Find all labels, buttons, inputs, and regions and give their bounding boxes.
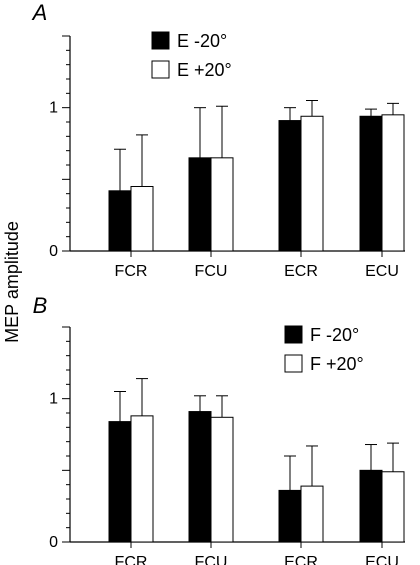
panel-a: A 0 1 FCR FCU ECR ECU E -20° E +20° <box>31 0 405 280</box>
panel-label: A <box>31 0 48 25</box>
x-tick-label: ECU <box>365 263 399 280</box>
bar <box>130 415 154 543</box>
bar <box>210 416 234 543</box>
x-tick-label: ECR <box>284 554 318 565</box>
legend-swatch <box>151 31 170 50</box>
bar <box>188 157 212 252</box>
legend-label: F -20° <box>310 325 359 345</box>
bar <box>278 120 302 252</box>
legend-label: F +20° <box>310 354 364 374</box>
x-tick-label: FCU <box>195 554 228 565</box>
bar <box>130 186 154 252</box>
bar <box>108 421 132 543</box>
bar <box>381 471 405 543</box>
x-tick-label: ECR <box>284 263 318 280</box>
y-tick-label: 1 <box>49 100 58 117</box>
legend-swatch <box>284 354 303 373</box>
x-tick-label: ECU <box>365 554 399 565</box>
y-axis-label: MEP amplitude <box>2 221 22 343</box>
y-tick-label: 0 <box>49 534 58 551</box>
bar <box>210 157 234 252</box>
bar <box>300 485 324 543</box>
legend-label: E +20° <box>177 60 232 80</box>
bar <box>108 190 132 252</box>
bar <box>300 115 324 252</box>
bar <box>188 411 212 543</box>
y-tick-label: 1 <box>49 391 58 408</box>
bar <box>278 489 302 543</box>
panel-label: B <box>33 293 48 318</box>
x-tick-label: FCR <box>115 554 148 565</box>
x-tick-label: FCR <box>115 263 148 280</box>
bar <box>359 115 383 252</box>
panel-b: B 0 1 FCR FCU ECR ECU F -20° F +20° <box>33 293 405 565</box>
legend-swatch <box>284 325 303 344</box>
legend-swatch <box>151 60 170 79</box>
legend-label: E -20° <box>177 31 227 51</box>
y-tick-label: 0 <box>49 243 58 260</box>
bar <box>381 114 405 252</box>
bar <box>359 469 383 543</box>
x-tick-label: FCU <box>195 263 228 280</box>
